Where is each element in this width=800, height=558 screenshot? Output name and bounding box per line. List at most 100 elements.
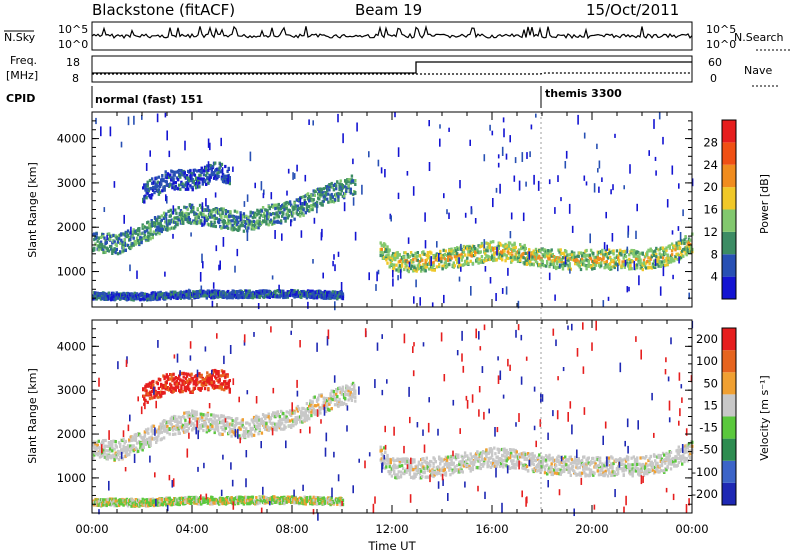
echo-cell: [386, 262, 388, 265]
echo-cell: [684, 235, 686, 238]
scatter-cell: [566, 151, 568, 159]
echo-cell: [279, 415, 281, 418]
echo-cell: [524, 244, 526, 247]
echo-cell: [578, 255, 580, 258]
echo-cell: [447, 456, 449, 459]
scatter-cell: [627, 231, 629, 237]
echo-cell: [443, 249, 445, 252]
echo-cell: [248, 289, 250, 292]
scatter-cell: [672, 166, 674, 175]
echo-cell: [440, 257, 442, 260]
echo-cell: [296, 421, 298, 424]
echo-cell: [286, 410, 288, 413]
echo-cell: [195, 177, 197, 180]
echo-cell: [384, 451, 386, 454]
echo-cell: [185, 290, 187, 293]
echo-cell: [323, 296, 325, 299]
echo-cell: [399, 458, 401, 461]
scatter-cell: [443, 193, 445, 198]
echo-cell: [115, 251, 117, 254]
echo-cell: [525, 252, 527, 255]
echo-cell: [202, 183, 204, 186]
echo-cell: [476, 450, 478, 453]
noise-right-tick-bottom: 10^0: [706, 38, 736, 51]
echo-cell: [117, 252, 119, 255]
scatter-cell: [121, 142, 123, 148]
echo-cell: [157, 434, 159, 437]
scatter-cell: [166, 131, 168, 141]
scatter-cell: [415, 280, 417, 288]
echo-cell: [336, 180, 338, 183]
echo-cell: [158, 431, 160, 434]
scatter-cell: [531, 125, 533, 130]
echo-cell: [93, 232, 95, 235]
scatter-cell: [612, 184, 614, 190]
echo-cell: [322, 204, 324, 207]
echo-cell: [645, 266, 647, 269]
echo-cell: [262, 206, 264, 209]
echo-cell: [477, 262, 479, 265]
scatter-cell: [384, 169, 386, 177]
echo-cell: [133, 244, 135, 247]
scatter-cell: [660, 286, 662, 295]
echo-cell: [221, 428, 223, 431]
echo-cell: [661, 253, 663, 256]
scatter-cell: [522, 152, 524, 162]
echo-cell: [233, 217, 235, 220]
echo-cell: [444, 257, 446, 260]
echo-cell: [272, 411, 274, 414]
echo-cell: [95, 441, 97, 444]
echo-cell: [257, 432, 259, 435]
echo-cell: [344, 397, 346, 400]
echo-cell: [243, 230, 245, 233]
echo-cell: [427, 476, 429, 479]
echo-cell: [664, 264, 666, 267]
echo-cell: [467, 253, 469, 256]
echo-cell: [188, 411, 190, 414]
echo-cell: [456, 252, 458, 255]
echo-cell: [115, 440, 117, 443]
echo-cell: [342, 297, 344, 300]
scatter-cell: [376, 272, 378, 282]
scatter-cell: [503, 117, 505, 122]
echo-cell: [538, 255, 540, 258]
scatter-cell: [612, 233, 614, 242]
echo-cell: [551, 248, 553, 251]
echo-cell: [453, 456, 455, 459]
echo-cell: [147, 232, 149, 235]
echo-cell: [418, 461, 420, 464]
noise-right-tick-top: 10^5: [706, 23, 736, 36]
echo-cell: [233, 290, 235, 293]
echo-cell: [295, 205, 297, 208]
scatter-cell: [443, 295, 445, 303]
scatter-cell: [355, 232, 357, 241]
echo-cell: [305, 211, 307, 214]
echo-cell: [149, 441, 151, 444]
echo-cell: [560, 248, 562, 251]
echo-cell: [161, 431, 163, 434]
y-tick-label: 2000: [57, 220, 86, 234]
echo-cell: [207, 217, 209, 220]
echo-cell: [513, 249, 515, 252]
echo-cell: [475, 458, 477, 461]
echo-cell: [588, 260, 590, 263]
echo-cell: [553, 262, 555, 265]
scatter-cell: [459, 277, 461, 282]
echo-cell: [275, 204, 277, 207]
echo-cell: [412, 254, 414, 257]
scatter-cell: [165, 194, 167, 201]
scatter-cell: [321, 229, 323, 237]
echo-cell: [593, 267, 595, 270]
echo-cell: [396, 256, 398, 259]
echo-cell: [212, 208, 214, 211]
echo-cell: [354, 183, 356, 186]
echo-cell: [323, 187, 325, 190]
scatter-cell: [361, 185, 363, 195]
echo-cell: [288, 425, 290, 428]
scatter-cell: [133, 116, 135, 125]
echo-cell: [347, 185, 349, 188]
scatter-cell: [304, 201, 306, 206]
scatter-cell: [535, 114, 537, 118]
echo-cell: [686, 253, 688, 256]
echo-cell: [157, 222, 159, 225]
